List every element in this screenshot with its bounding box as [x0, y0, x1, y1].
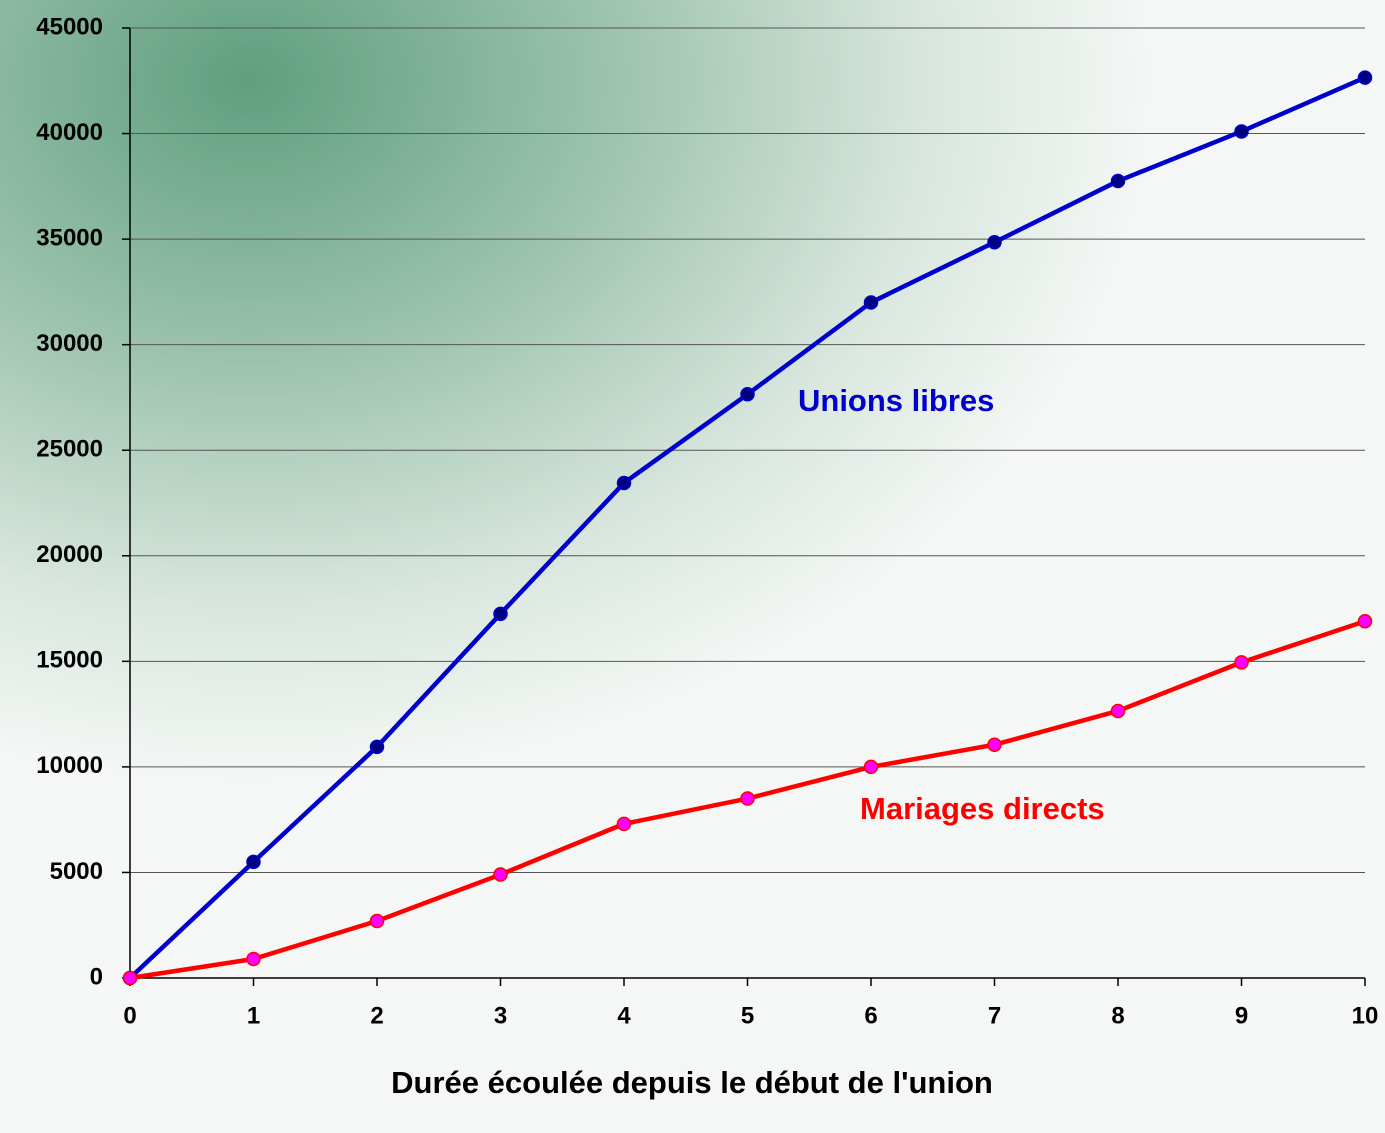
x-tick-label: 3: [494, 1002, 507, 1029]
y-tick-label: 10000: [36, 752, 103, 779]
y-tick-label: 25000: [36, 436, 103, 463]
y-tick-label: 15000: [36, 647, 103, 674]
data-point: [493, 606, 508, 622]
data-point: [1234, 124, 1249, 139]
x-axis-label: Durée écoulée depuis le début de l'union: [391, 1065, 993, 1100]
data-point: [246, 854, 261, 870]
data-point: [1110, 703, 1126, 719]
x-tick-label: 4: [617, 1002, 631, 1029]
x-tick-label: 7: [988, 1002, 1001, 1029]
data-point: [863, 295, 879, 310]
data-point: [122, 970, 138, 986]
data-point: [987, 737, 1002, 752]
data-point: [740, 387, 755, 402]
data-point: [616, 475, 632, 491]
y-tick-label: 35000: [36, 224, 103, 251]
data-point: [1110, 173, 1126, 189]
x-tick-label: 10: [1352, 1002, 1379, 1029]
data-point: [369, 739, 385, 755]
x-tick-label: 1: [247, 1002, 260, 1029]
data-point: [987, 235, 1002, 250]
x-tick-label: 8: [1111, 1002, 1124, 1029]
x-tick-label: 2: [370, 1002, 383, 1029]
data-point: [740, 791, 755, 806]
series-label: Unions libres: [798, 383, 994, 418]
data-point: [616, 816, 632, 832]
data-point: [1357, 70, 1373, 85]
x-tick-label: 6: [864, 1002, 877, 1029]
y-tick-label: 40000: [36, 119, 103, 146]
y-tick-label: 5000: [50, 858, 103, 885]
y-tick-label: 30000: [36, 330, 103, 357]
series-line: [128, 75, 1366, 980]
x-tick-label: 0: [123, 1002, 136, 1029]
x-tick-label: 9: [1235, 1002, 1248, 1029]
data-point: [246, 951, 261, 967]
data-point: [493, 867, 508, 882]
y-tick-label: 45000: [36, 13, 103, 40]
series-label: Mariages directs: [860, 791, 1105, 826]
data-point: [369, 913, 385, 929]
y-tick-label: 0: [90, 963, 103, 990]
x-tick-label: 5: [741, 1002, 754, 1029]
y-tick-label: 20000: [36, 541, 103, 568]
data-point: [1357, 613, 1373, 629]
data-point: [863, 759, 879, 775]
data-point: [1234, 655, 1249, 670]
